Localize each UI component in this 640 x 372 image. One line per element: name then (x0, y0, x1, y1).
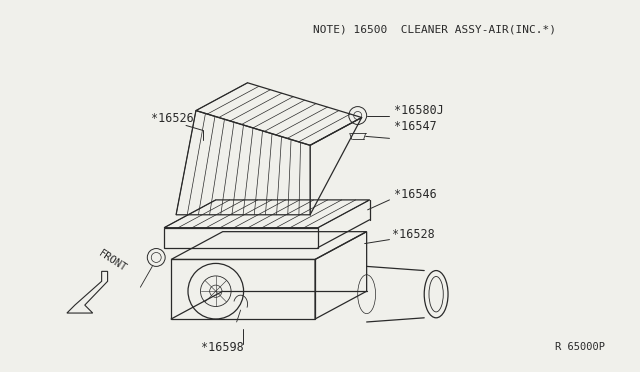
Text: NOTE) 16500  CLEANER ASSY-AIR(INC.*): NOTE) 16500 CLEANER ASSY-AIR(INC.*) (313, 25, 556, 35)
Text: *16580J: *16580J (394, 103, 444, 116)
Text: *16546: *16546 (394, 188, 437, 201)
Text: *16547: *16547 (394, 121, 437, 134)
Text: *16598: *16598 (201, 341, 244, 354)
Text: *16528: *16528 (392, 228, 435, 241)
Text: R 65000P: R 65000P (556, 342, 605, 352)
Text: FRONT: FRONT (97, 248, 129, 273)
Text: *16526: *16526 (151, 112, 194, 125)
